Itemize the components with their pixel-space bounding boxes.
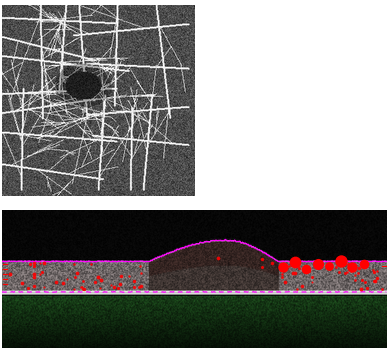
Point — [138, 271, 144, 276]
Point — [72, 274, 78, 280]
Point — [26, 261, 33, 267]
Point — [279, 271, 285, 277]
Point — [335, 270, 342, 275]
Point — [215, 256, 221, 261]
Point — [39, 270, 45, 275]
Point — [308, 274, 315, 280]
Point — [361, 261, 367, 267]
Point — [80, 286, 86, 292]
Point — [92, 279, 98, 285]
Point — [374, 275, 380, 281]
Point — [81, 286, 88, 292]
Point — [345, 261, 351, 267]
Point — [117, 281, 123, 287]
Point — [258, 265, 265, 270]
Point — [53, 279, 59, 285]
Point — [115, 285, 121, 291]
Point — [349, 265, 356, 270]
Point — [333, 265, 339, 270]
Point — [78, 284, 84, 290]
Point — [30, 271, 37, 277]
Point — [296, 265, 302, 271]
Point — [292, 271, 298, 276]
Point — [136, 284, 142, 290]
Point — [137, 264, 143, 269]
Point — [70, 286, 77, 292]
Point — [30, 260, 37, 266]
Point — [379, 286, 385, 292]
Point — [96, 285, 103, 291]
Point — [306, 268, 312, 274]
Point — [363, 279, 369, 285]
Point — [338, 259, 344, 264]
Point — [371, 278, 378, 284]
Point — [30, 274, 37, 280]
Point — [107, 282, 114, 288]
Point — [359, 277, 365, 283]
Point — [286, 264, 293, 269]
Point — [25, 285, 31, 291]
Point — [291, 260, 298, 265]
Point — [280, 265, 286, 270]
Point — [308, 279, 315, 285]
Point — [79, 284, 85, 290]
Point — [371, 270, 377, 275]
Point — [303, 266, 309, 272]
Point — [60, 280, 66, 286]
Point — [268, 260, 275, 266]
Point — [80, 278, 86, 284]
Point — [294, 286, 300, 292]
Point — [356, 265, 363, 271]
Point — [374, 268, 380, 274]
Point — [279, 274, 285, 280]
Point — [131, 284, 137, 290]
Point — [259, 257, 265, 262]
Point — [364, 285, 370, 291]
Point — [315, 261, 321, 267]
Point — [138, 283, 144, 289]
Point — [358, 286, 364, 292]
Point — [95, 274, 101, 280]
Point — [88, 261, 95, 267]
Point — [64, 276, 70, 282]
Point — [344, 270, 350, 275]
Point — [40, 284, 47, 290]
Point — [37, 271, 43, 277]
Point — [31, 283, 37, 289]
Point — [19, 280, 25, 286]
Point — [97, 277, 103, 283]
Point — [355, 271, 361, 276]
Point — [348, 268, 354, 274]
Point — [40, 260, 47, 266]
Point — [110, 284, 117, 290]
Point — [74, 271, 81, 276]
Point — [37, 260, 44, 266]
Point — [352, 277, 358, 283]
Point — [290, 271, 296, 276]
Point — [298, 283, 305, 289]
Point — [327, 265, 333, 271]
Point — [342, 271, 348, 276]
Point — [352, 272, 358, 278]
Point — [117, 273, 124, 279]
Point — [371, 278, 377, 284]
Point — [30, 264, 37, 269]
Point — [126, 273, 132, 279]
Point — [282, 279, 289, 285]
Point — [71, 261, 77, 267]
Point — [326, 264, 332, 269]
Point — [131, 278, 137, 284]
Point — [370, 267, 376, 273]
Point — [7, 271, 13, 277]
